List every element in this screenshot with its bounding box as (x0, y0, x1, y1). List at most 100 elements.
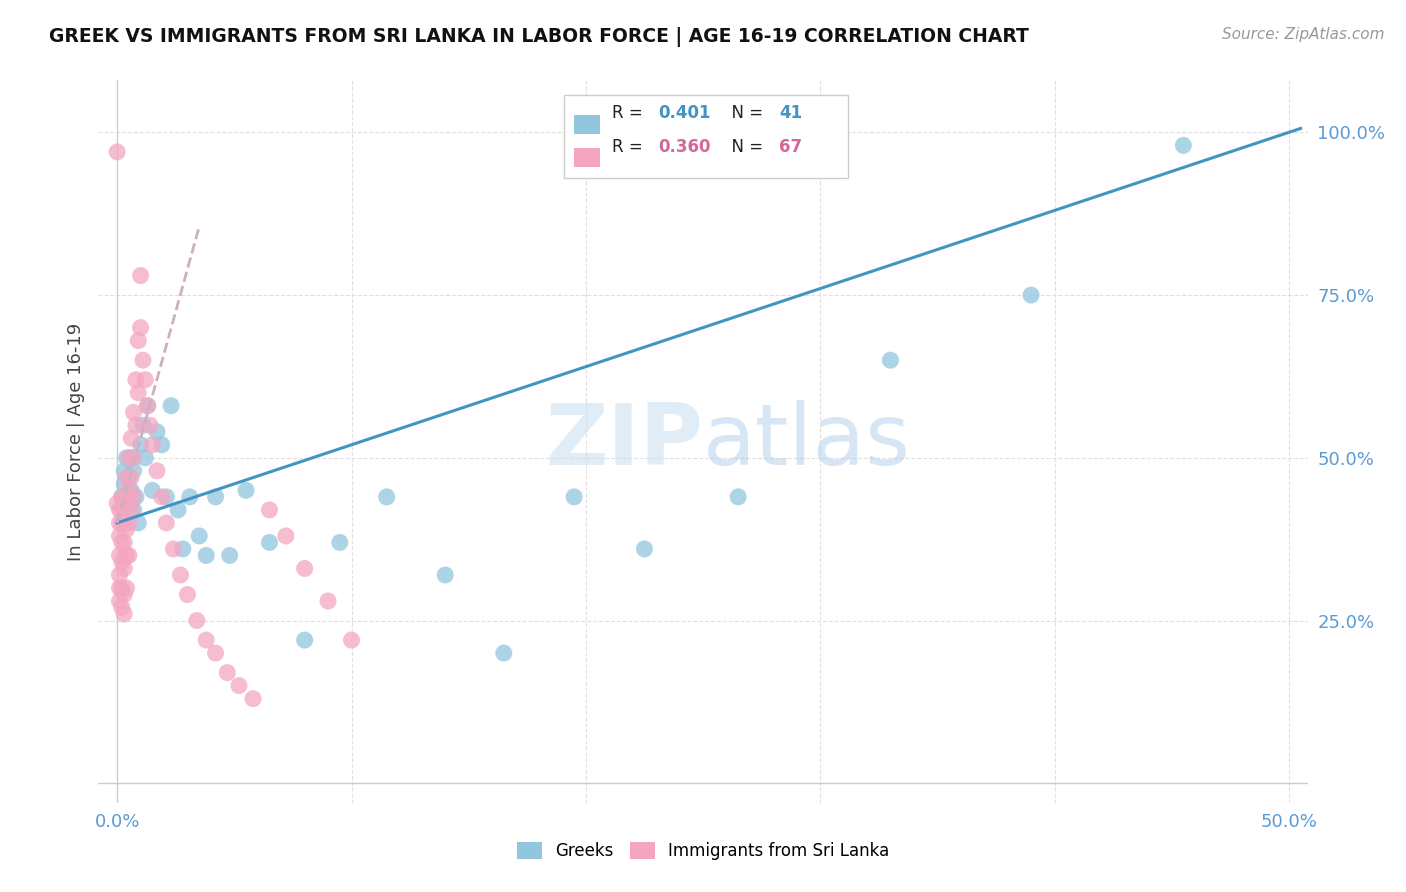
Point (434, 568, 457, 582)
Point (122, 490, 145, 504)
Point (111, 503, 134, 517)
Point (120, 431, 142, 445)
Point (115, 549, 138, 563)
Point (188, 529, 211, 543)
Point (118, 516, 141, 530)
Point (120, 450, 142, 465)
FancyBboxPatch shape (574, 148, 600, 167)
Point (108, 549, 131, 563)
Point (108, 516, 131, 530)
Point (132, 418, 155, 433)
Point (105, 496, 128, 510)
Point (115, 470, 138, 484)
Point (727, 490, 749, 504)
Point (150, 438, 173, 452)
Point (112, 561, 135, 575)
Point (242, 691, 264, 706)
Point (228, 679, 250, 693)
Point (115, 523, 138, 537)
Point (316, 594, 339, 608)
Point (127, 385, 149, 400)
Point (294, 561, 316, 575)
Point (115, 450, 138, 465)
Point (112, 535, 135, 549)
Point (155, 516, 177, 530)
FancyBboxPatch shape (564, 95, 848, 178)
Point (129, 438, 152, 452)
Legend: Greeks, Immigrants from Sri Lanka: Greeks, Immigrants from Sri Lanka (510, 835, 896, 867)
Point (129, 268, 152, 283)
Point (146, 425, 169, 439)
Point (111, 490, 134, 504)
Point (129, 320, 152, 334)
Point (1019, 288, 1042, 302)
Point (112, 516, 135, 530)
Point (122, 503, 145, 517)
Point (108, 503, 131, 517)
Text: ZIP: ZIP (546, 400, 703, 483)
Point (155, 490, 177, 504)
Point (118, 549, 141, 563)
Point (169, 568, 191, 582)
Point (120, 483, 142, 498)
Point (122, 464, 145, 478)
Point (259, 503, 281, 517)
Point (217, 665, 239, 680)
Point (1173, 138, 1195, 153)
Text: R =: R = (613, 138, 648, 156)
Point (375, 490, 398, 504)
Point (112, 587, 135, 601)
Point (111, 555, 134, 569)
Point (125, 373, 148, 387)
Point (492, 646, 515, 660)
Point (111, 535, 134, 549)
Point (204, 646, 226, 660)
Point (122, 405, 145, 419)
Point (146, 464, 169, 478)
Point (562, 490, 585, 504)
Point (294, 633, 316, 648)
Point (115, 581, 138, 595)
Point (112, 464, 135, 478)
Point (167, 503, 190, 517)
Point (112, 476, 135, 491)
Point (141, 438, 163, 452)
Point (120, 503, 142, 517)
Point (118, 450, 141, 465)
Point (150, 490, 173, 504)
Point (111, 581, 134, 595)
Text: 41: 41 (779, 103, 803, 122)
Text: Source: ZipAtlas.com: Source: ZipAtlas.com (1222, 27, 1385, 42)
Point (134, 373, 156, 387)
Point (179, 490, 201, 504)
Point (118, 483, 141, 498)
Point (274, 529, 297, 543)
Point (879, 353, 901, 368)
Point (108, 568, 131, 582)
Point (122, 450, 145, 465)
Text: GREEK VS IMMIGRANTS FROM SRI LANKA IN LABOR FORCE | AGE 16-19 CORRELATION CHART: GREEK VS IMMIGRANTS FROM SRI LANKA IN LA… (49, 27, 1029, 46)
Point (127, 334, 149, 348)
Point (195, 549, 218, 563)
Point (134, 450, 156, 465)
Text: 0.401: 0.401 (658, 103, 711, 122)
Point (108, 529, 131, 543)
Point (112, 496, 135, 510)
Point (136, 399, 159, 413)
Point (204, 490, 226, 504)
Point (160, 399, 183, 413)
Point (115, 496, 138, 510)
Point (108, 581, 131, 595)
Point (162, 541, 184, 556)
Point (120, 470, 142, 484)
Point (176, 587, 198, 601)
Text: N =: N = (721, 103, 769, 122)
Point (172, 541, 194, 556)
Point (235, 483, 257, 498)
Point (329, 535, 352, 549)
Text: R =: R = (613, 103, 648, 122)
Point (633, 541, 655, 556)
Y-axis label: In Labor Force | Age 16-19: In Labor Force | Age 16-19 (66, 322, 84, 561)
Point (141, 483, 163, 498)
Point (195, 633, 218, 648)
